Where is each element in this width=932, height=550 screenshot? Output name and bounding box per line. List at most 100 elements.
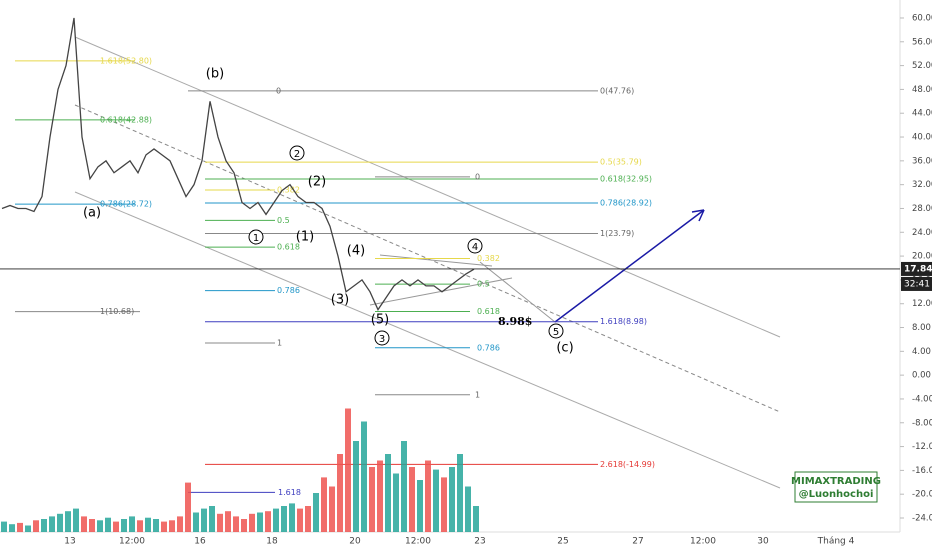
- y-tick-label: -4.00: [912, 394, 932, 404]
- channel-lower: [74, 191, 781, 489]
- y-tick-label: 40.00: [912, 133, 932, 143]
- y-tick-label: -24.00: [912, 514, 932, 524]
- y-tick-label: 12.00: [912, 299, 932, 309]
- y-tick-label: 36.00: [912, 156, 932, 166]
- volume-bar: [457, 454, 463, 532]
- volume-bar: [177, 516, 183, 532]
- fib-label: 1.618(52.80): [100, 56, 152, 65]
- y-tick-label: 44.00: [912, 109, 932, 119]
- volume-bar: [265, 511, 271, 532]
- y-tick-label: 60.00: [912, 13, 932, 23]
- volume-bar: [129, 516, 135, 532]
- volume-bar: [1, 521, 7, 532]
- target-label: 8.98$: [498, 315, 532, 328]
- x-tick-label: 12:00: [690, 537, 716, 547]
- wave-label: (3): [331, 293, 349, 308]
- circled-label: 4: [472, 242, 478, 253]
- fib-label: 0.5: [477, 280, 490, 289]
- wave-circle: [548, 323, 564, 339]
- volume-bar: [137, 520, 143, 532]
- countdown-label: 32:41: [904, 279, 930, 289]
- volume-bar: [193, 512, 199, 532]
- volume-bar: [313, 493, 319, 532]
- wave-label: (2): [308, 175, 326, 190]
- volume-bar: [465, 486, 471, 532]
- volume-bar: [297, 508, 303, 532]
- circled-label: 5: [553, 327, 559, 338]
- volume-bar: [145, 517, 151, 532]
- projection-up: [554, 209, 705, 323]
- circled-label: 3: [379, 334, 385, 345]
- fib-label: 0.786(28.92): [600, 198, 652, 207]
- volume-bar: [153, 519, 159, 532]
- wave-circle: [374, 330, 390, 346]
- y-tick-label: 52.00: [912, 61, 932, 71]
- volume-bar: [113, 521, 119, 532]
- x-tick-label: 23: [474, 537, 485, 547]
- arrow-head: [691, 209, 705, 222]
- volume-bar: [289, 503, 295, 532]
- fib-label: 1(10.68): [100, 307, 134, 316]
- volume-bar: [393, 473, 399, 532]
- y-tick-label: -20.00: [912, 490, 932, 500]
- channel-mid: [74, 104, 781, 413]
- volume-bar: [425, 460, 431, 532]
- y-tick-label: -16.00: [912, 466, 932, 476]
- price-tag-label: 17.84: [904, 264, 932, 274]
- fib-label: 0.618: [477, 307, 500, 316]
- volume-bar: [401, 441, 407, 532]
- volume-bar: [441, 477, 447, 532]
- y-tick-label: 56.00: [912, 37, 932, 47]
- volume-bar: [121, 519, 127, 532]
- y-tick-label: 24.00: [912, 228, 932, 238]
- volume-bar: [385, 454, 391, 532]
- volume-bar: [81, 516, 87, 532]
- fib-label: 0.786: [477, 343, 500, 352]
- fib-label: 0(47.76): [600, 86, 634, 95]
- volume-bar: [185, 482, 191, 532]
- volume-bar: [41, 519, 47, 532]
- x-tick-label: 20: [349, 537, 361, 547]
- volume-bar: [25, 525, 31, 532]
- volume-bar: [233, 516, 239, 532]
- volume-bar: [321, 477, 327, 532]
- volume-bar: [169, 520, 175, 532]
- volume-bar: [89, 519, 95, 532]
- volume-bar: [9, 524, 15, 532]
- x-tick-label: 18: [266, 537, 278, 547]
- fib-label: 0.618(32.95): [600, 175, 652, 184]
- wave-label: (5): [371, 313, 389, 328]
- volume-bar: [105, 517, 111, 532]
- wave-circle: [248, 229, 264, 245]
- volume-bar: [409, 467, 415, 532]
- x-tick-label: 13: [64, 537, 75, 547]
- x-tick-label: 12:00: [119, 537, 145, 547]
- x-tick-label: Tháng 4: [817, 537, 855, 547]
- fib-label: 0.618: [277, 243, 300, 252]
- x-tick-label: 30: [757, 537, 769, 547]
- fib-label: 0.618(42.88): [100, 115, 152, 124]
- fib-label: 0: [276, 86, 281, 95]
- volume-bar: [273, 508, 279, 532]
- watermark-box: [794, 471, 878, 503]
- fib-label: 1.618: [278, 488, 301, 497]
- volume-bar: [345, 408, 351, 532]
- volume-bar: [377, 460, 383, 532]
- wave-label: (a): [83, 206, 101, 221]
- volume-bar: [217, 513, 223, 532]
- wave-label: (b): [206, 67, 224, 82]
- volume-bar: [305, 506, 311, 532]
- y-tick-label: 8.00: [912, 323, 931, 333]
- volume-bar: [369, 467, 375, 532]
- circled-label: 1: [253, 233, 259, 244]
- volume-bar: [329, 486, 335, 532]
- volume-bar: [241, 519, 247, 532]
- countdown-tag: [901, 276, 932, 291]
- volume-bar: [209, 506, 215, 532]
- volume-bar: [73, 508, 79, 532]
- volume-bar: [249, 513, 255, 532]
- watermark: @Luonhochoi: [799, 489, 874, 500]
- volume-bar: [225, 511, 231, 532]
- price-tag: [901, 261, 932, 276]
